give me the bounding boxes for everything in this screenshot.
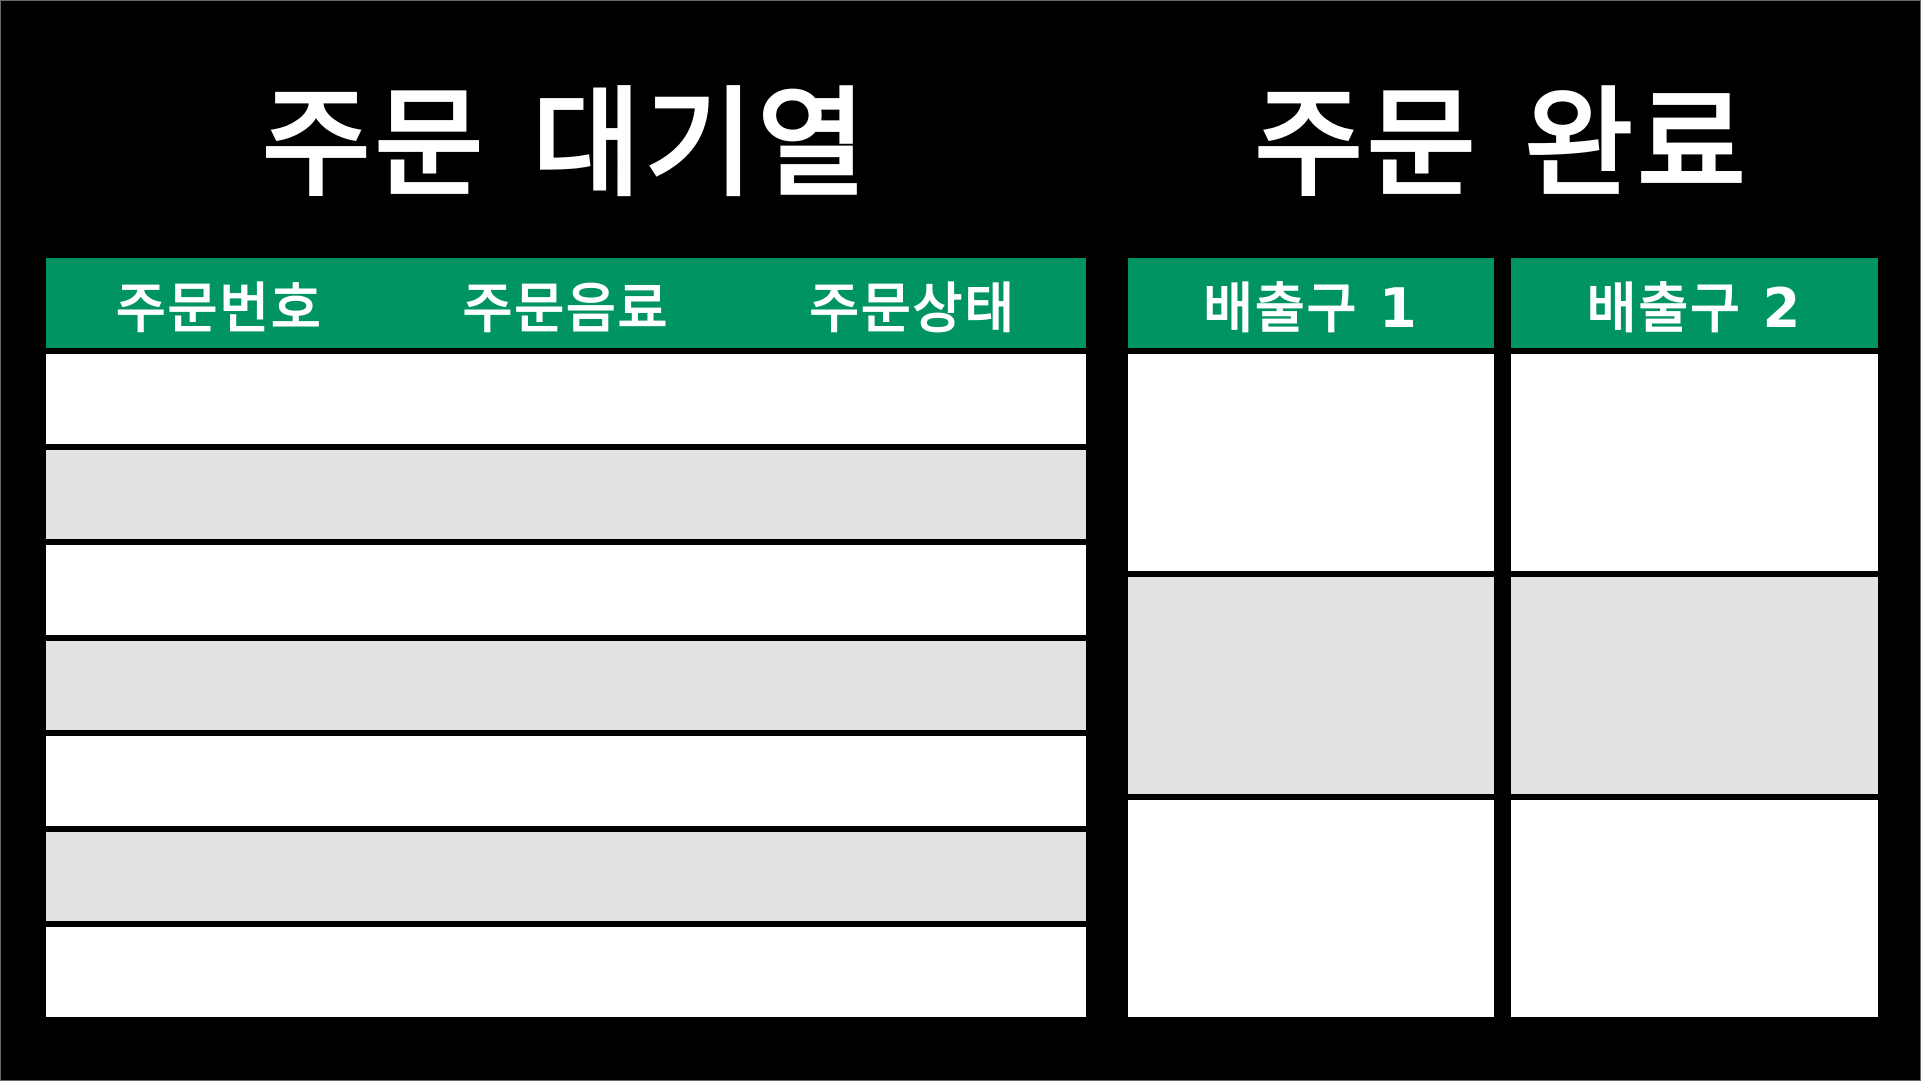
column-header-order-status: 주문상태 (809, 276, 1017, 340)
outlet-slot (1511, 354, 1878, 571)
outlet-1-header: 배출구 1 (1128, 258, 1494, 348)
outlet-1-label: 배출구 1 (1203, 276, 1419, 340)
queue-table-header: 주문번호 주문음료 주문상태 (46, 258, 1086, 348)
outlet-slot (1511, 800, 1878, 1017)
outlet-slot (1128, 577, 1494, 794)
outlet-2-slots (1511, 354, 1878, 1017)
table-row (46, 354, 1086, 444)
outlet-slot (1511, 577, 1878, 794)
completed-title: 주문 완료 (1254, 75, 1750, 213)
column-header-order-drink: 주문음료 (462, 276, 670, 340)
column-header-order-number: 주문번호 (115, 276, 323, 340)
table-row (46, 449, 1086, 539)
queue-table-body (46, 354, 1086, 1017)
table-row (46, 831, 1086, 921)
table-row (46, 927, 1086, 1017)
outlet-2-header: 배출구 2 (1511, 258, 1878, 348)
outlet-slot (1128, 800, 1494, 1017)
outlet-2-label: 배출구 2 (1586, 276, 1803, 340)
queue-title: 주문 대기열 (262, 75, 870, 213)
table-row (46, 640, 1086, 730)
table-row (46, 545, 1086, 635)
table-row (46, 736, 1086, 826)
outlet-1-slots (1128, 354, 1494, 1017)
outlet-slot (1128, 354, 1494, 571)
